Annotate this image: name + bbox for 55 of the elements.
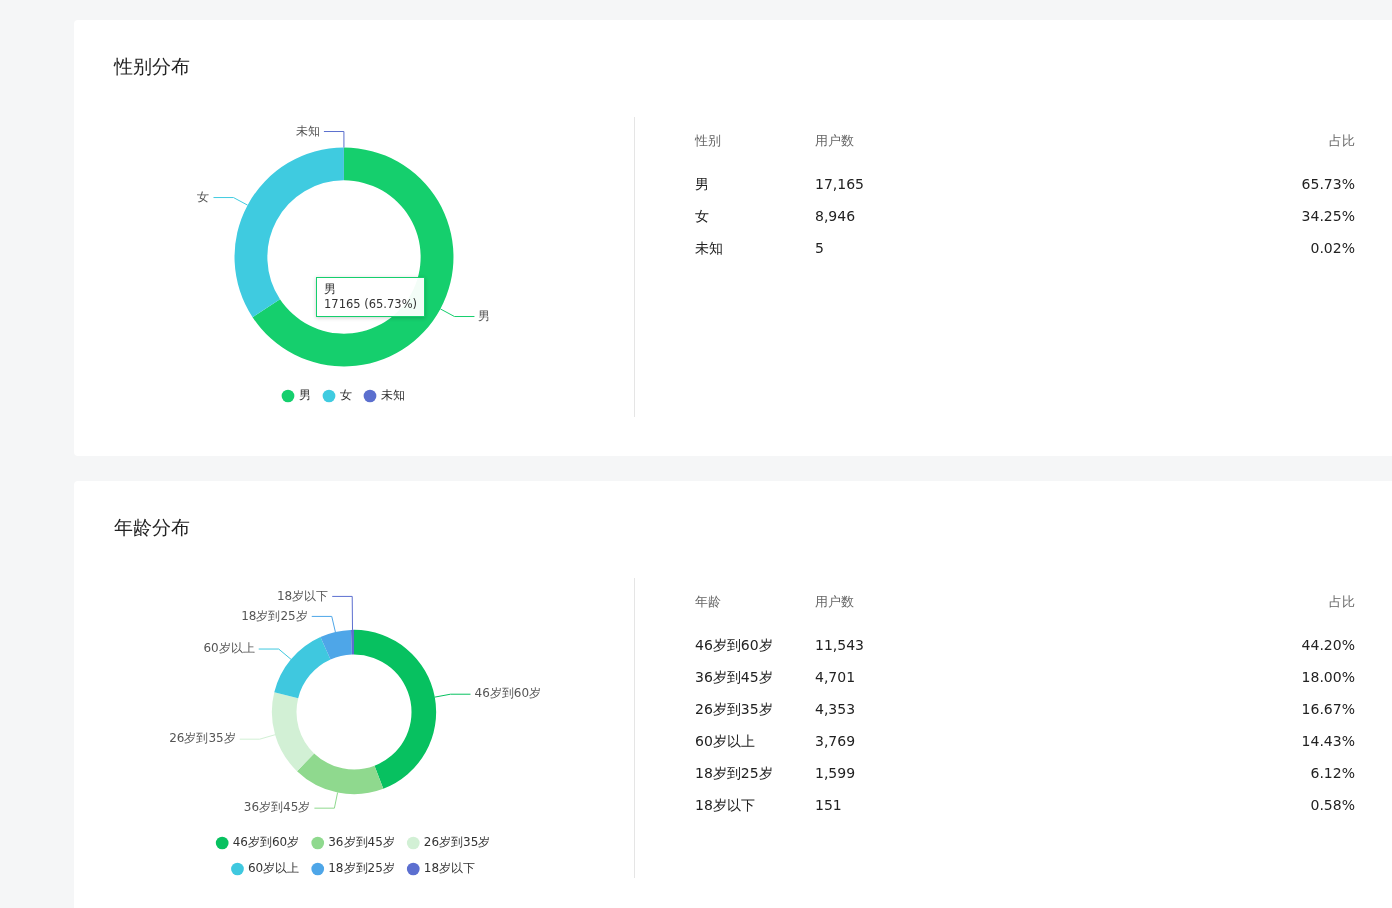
text: 性别	[695, 132, 721, 150]
text: 3,769	[815, 733, 856, 749]
text: 用户数	[815, 132, 854, 150]
legend-label: 男	[298, 388, 311, 403]
text: 17,165	[815, 176, 864, 192]
legend-label: 46岁到60岁	[232, 835, 300, 850]
slice-label: 男	[478, 308, 491, 323]
legend-label: 18岁以下	[423, 861, 476, 876]
chart-title: 年龄分布	[114, 515, 190, 540]
legend-label: 60岁以上	[247, 861, 300, 876]
text: 0.58%	[1310, 797, 1355, 813]
slice-label: 18岁到25岁	[241, 608, 308, 623]
text: 6.12%	[1310, 765, 1355, 781]
text: 16.67%	[1301, 701, 1355, 717]
text: 4,701	[815, 669, 856, 685]
text: 8,946	[815, 208, 856, 224]
category-label: 女	[695, 208, 709, 224]
text: 用户数	[815, 593, 854, 611]
slice-label: 18岁以下	[276, 588, 329, 603]
category-label: 18岁以下	[695, 797, 755, 813]
slice-label: 60岁以上	[203, 641, 255, 656]
legend-label: 26岁到35岁	[423, 835, 491, 850]
text: 34.25%	[1301, 208, 1355, 224]
category-label: 36岁到45岁	[695, 669, 773, 685]
slice-label: 男	[324, 282, 336, 296]
text: 占比	[1329, 593, 1355, 611]
slice-label: 36岁到45岁	[243, 800, 311, 815]
slice-label: 26岁到35岁	[169, 731, 236, 746]
slice-label: 女	[197, 189, 210, 204]
legend-label: 36岁到45岁	[328, 835, 395, 850]
text: 0.02%	[1310, 240, 1355, 256]
text: 占比	[1329, 132, 1355, 150]
slice-label: 46岁到60岁	[474, 686, 542, 701]
text: 17165 (65.73%)	[324, 297, 418, 311]
category-label: 男	[695, 176, 709, 192]
chart-title: 性别分布	[114, 54, 190, 79]
category-label: 18岁到25岁	[695, 765, 773, 781]
text: 1,599	[815, 765, 856, 781]
category-label: 60岁以上	[695, 733, 755, 749]
legend-label: 未知	[380, 388, 405, 403]
text: 14.43%	[1301, 733, 1355, 749]
text: 65.73%	[1301, 176, 1355, 192]
category-label: 未知	[695, 240, 723, 256]
legend-label: 18岁到25岁	[328, 861, 395, 876]
text: 年龄	[695, 593, 721, 611]
text: 5	[815, 240, 824, 256]
text: 151	[815, 797, 842, 813]
slice-label: 未知	[295, 123, 320, 138]
text: 44.20%	[1301, 637, 1355, 653]
text: 18.00%	[1301, 669, 1355, 685]
category-label: 46岁到60岁	[695, 637, 773, 653]
category-label: 26岁到35岁	[695, 701, 773, 717]
legend-label: 女	[339, 388, 352, 403]
text: 4,353	[815, 701, 856, 717]
text: 11,543	[815, 637, 864, 653]
